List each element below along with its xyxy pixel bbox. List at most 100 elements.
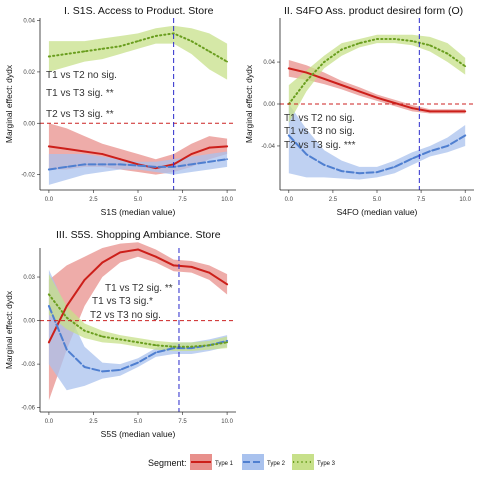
point-type-1 <box>84 279 86 281</box>
x-tick-label: 0.0 <box>45 419 54 425</box>
point-type-3 <box>191 40 193 42</box>
legend-item-type-1: Type 1 <box>190 454 234 470</box>
point-type-1 <box>191 153 193 155</box>
point-type-1 <box>101 262 103 264</box>
panel-title: II. S4FO Ass. product desired form (O) <box>284 5 463 17</box>
point-type-2 <box>66 166 68 168</box>
y-axis-label: Marginal effect: dydx <box>4 64 14 143</box>
point-type-3 <box>137 40 139 42</box>
panel-3: III. S5S. Shopping Ambiance. Store 0.0 2.5… <box>4 229 236 439</box>
point-type-1 <box>464 110 466 112</box>
point-type-2 <box>66 349 68 351</box>
point-type-1 <box>358 91 360 93</box>
point-type-1 <box>119 158 121 160</box>
point-type-1 <box>341 84 343 86</box>
x-axis-label: S4FO (median value) <box>337 207 418 217</box>
point-type-1 <box>208 147 210 149</box>
point-type-2 <box>84 366 86 368</box>
point-type-3 <box>101 48 103 50</box>
point-type-2 <box>101 370 103 372</box>
point-type-3 <box>306 80 308 82</box>
point-type-2 <box>191 163 193 165</box>
point-type-3 <box>341 49 343 51</box>
point-type-3 <box>323 61 325 63</box>
point-type-1 <box>66 148 68 150</box>
point-type-1 <box>411 107 413 109</box>
point-type-3 <box>358 42 360 44</box>
confidence-bands <box>289 35 465 180</box>
x-axis-label: S1S (median value) <box>101 207 176 217</box>
point-type-3 <box>84 330 86 332</box>
point-type-2 <box>155 166 157 168</box>
y-tick-label: 0.00 <box>23 319 35 325</box>
point-type-1 <box>429 110 431 112</box>
point-type-3 <box>101 336 103 338</box>
point-type-1 <box>84 151 86 153</box>
point-type-2 <box>411 158 413 160</box>
significance-annotation: T1 vs T2 sig. ** <box>105 283 173 294</box>
point-type-3 <box>411 40 413 42</box>
point-type-3 <box>137 341 139 343</box>
x-axis-label: S5S (median value) <box>101 429 176 439</box>
point-type-1 <box>48 341 50 343</box>
point-type-2 <box>84 163 86 165</box>
point-type-1 <box>447 110 449 112</box>
point-type-3 <box>48 56 50 58</box>
x-tick-label: 5.0 <box>134 419 143 425</box>
point-type-2 <box>429 150 431 152</box>
point-type-1 <box>66 305 68 307</box>
point-type-3 <box>173 346 175 348</box>
y-tick-label: -0.03 <box>21 362 35 368</box>
point-type-1 <box>306 72 308 74</box>
point-type-1 <box>323 78 325 80</box>
point-type-1 <box>376 97 378 99</box>
x-tick-label: 2.5 <box>329 197 338 203</box>
point-type-1 <box>101 153 103 155</box>
x-tick-label: 0.0 <box>45 197 54 203</box>
significance-annotation: T1 vs T3 no sig. <box>284 126 355 137</box>
point-type-3 <box>447 53 449 55</box>
point-type-3 <box>208 344 210 346</box>
panel-1: I. S1S. Access to Product. Store 0.0 2.5 5.… <box>4 5 236 217</box>
line-type-3 <box>289 39 465 104</box>
point-type-3 <box>226 341 228 343</box>
point-type-3 <box>84 50 86 52</box>
legend-title: Segment: <box>148 458 187 468</box>
point-type-1 <box>288 67 290 69</box>
point-type-1 <box>226 283 228 285</box>
y-tick-label: 0.03 <box>23 275 35 281</box>
confidence-bands <box>49 26 227 185</box>
point-type-2 <box>447 145 449 147</box>
legend-item-type-2: Type 2 <box>242 454 286 470</box>
point-type-2 <box>323 164 325 166</box>
y-tick-label: 0.00 <box>263 102 275 108</box>
point-type-3 <box>119 339 121 341</box>
point-type-2 <box>155 352 157 354</box>
point-type-1 <box>137 249 139 251</box>
x-tick-label: 10.0 <box>221 197 233 203</box>
x-tick-label: 0.0 <box>285 197 294 203</box>
point-type-3 <box>191 346 193 348</box>
point-type-3 <box>66 53 68 55</box>
point-type-1 <box>191 266 193 268</box>
x-tick-label: 5.0 <box>134 197 143 203</box>
y-axis-label: Marginal effect: dydx <box>244 64 254 143</box>
legend-label: Type 1 <box>215 461 234 467</box>
point-type-1 <box>173 265 175 267</box>
significance-annotation: T1 vs T3 sig. ** <box>46 88 114 99</box>
point-type-3 <box>155 344 157 346</box>
y-tick-label: -0.06 <box>21 406 35 412</box>
point-type-2 <box>341 170 343 172</box>
point-type-2 <box>226 158 228 160</box>
point-type-2 <box>464 135 466 137</box>
point-type-3 <box>155 35 157 37</box>
point-type-2 <box>119 163 121 165</box>
significance-annotation: T1 vs T3 sig.* <box>92 296 153 307</box>
point-type-2 <box>208 161 210 163</box>
point-type-2 <box>358 172 360 174</box>
significance-annotation: T1 vs T2 no sig. <box>284 113 355 124</box>
point-type-1 <box>208 272 210 274</box>
y-axis-label: Marginal effect: dydx <box>4 290 14 369</box>
y-tick-label: -0.02 <box>21 173 35 179</box>
point-type-1 <box>155 256 157 258</box>
